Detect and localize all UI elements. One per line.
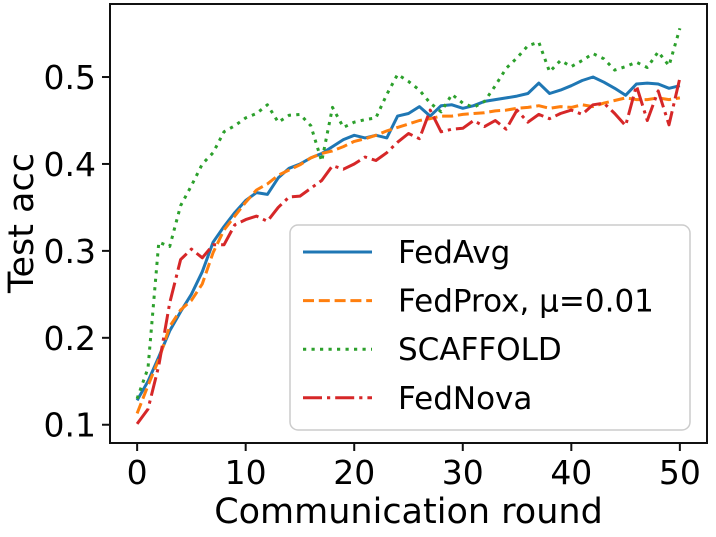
- legend-label: FedAvg: [398, 235, 510, 271]
- plot-frame: [109, 3, 708, 444]
- series-line-fedavg: [135, 75, 681, 402]
- y-tick-label: 0.1: [44, 406, 96, 445]
- y-tick-label: 0.5: [44, 58, 96, 97]
- x-tick-label: 10: [225, 453, 267, 492]
- series-line-scaffold: [135, 27, 682, 400]
- legend-label: FedNova: [398, 381, 532, 417]
- legend: FedAvg FedProx, μ=0.01 SCAFFOLD FedNova: [289, 224, 691, 431]
- legend-entry-scaffold: SCAFFOLD: [303, 332, 562, 368]
- legend-entry-fedavg: FedAvg: [303, 235, 510, 271]
- legend-label: SCAFFOLD: [398, 332, 562, 368]
- x-tick-label: 20: [333, 453, 375, 492]
- legend-label: FedProx, μ=0.01: [398, 284, 654, 320]
- x-tick-label: 50: [659, 453, 701, 492]
- y-tick-label: 0.3: [44, 232, 96, 271]
- y-tick-label: 0.2: [44, 319, 96, 358]
- y-tick-label: 0.4: [44, 145, 96, 184]
- legend-box: [289, 224, 691, 431]
- x-tick-label: 40: [550, 453, 592, 492]
- legend-entry-fedprox-0-01: FedProx, μ=0.01: [303, 284, 654, 320]
- y-axis-label: Test acc: [2, 153, 42, 293]
- x-tick-label: 0: [127, 453, 148, 492]
- series-line-fednova: [135, 77, 682, 425]
- legend-entry-fednova: FedNova: [303, 381, 532, 417]
- x-tick-label: 30: [442, 453, 484, 492]
- x-axis-label: Communication round: [214, 492, 603, 532]
